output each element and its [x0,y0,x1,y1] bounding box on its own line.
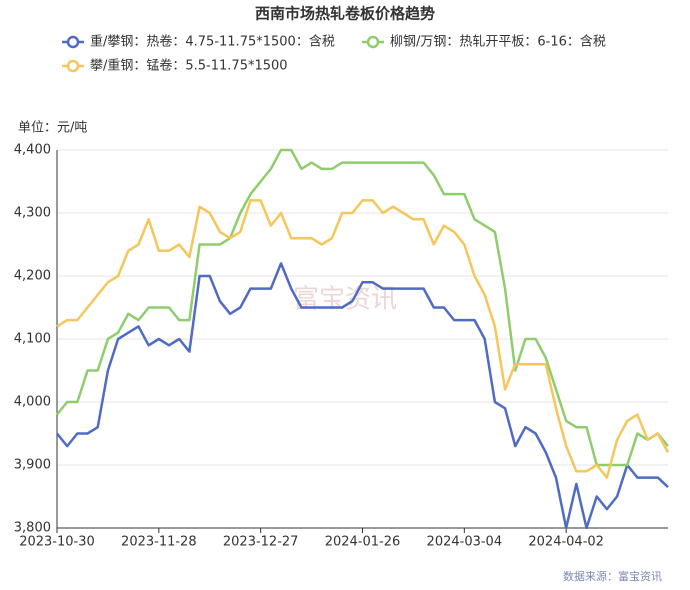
y-tick-label: 3,900 [14,458,51,473]
x-tick-label: 2024-01-26 [325,535,401,550]
x-tick-label: 2023-11-28 [121,535,197,550]
legend-icon [366,35,380,49]
y-tick-label: 4,100 [14,332,51,347]
legend-label: 重/攀钢：热卷：4.75-11.75*1500：含税 [90,34,335,50]
x-tick-label: 2024-04-02 [528,535,604,550]
y-tick-label: 4,400 [14,143,51,158]
legend-icon [66,59,80,73]
y-tick-label: 4,300 [14,206,51,221]
legend-label: 柳钢/万钢：热轧开平板：6-16：含税 [390,34,606,50]
y-tick-label: 4,000 [14,395,51,410]
series-line [56,262,669,530]
y-tick-label: 3,800 [14,521,51,536]
y-unit: 单位：元/吨 [18,121,87,136]
watermark: 富宝资讯 [293,285,397,315]
chart-title: 西南市场热轧卷板价格趋势 [255,5,435,23]
legend-icon [66,35,80,49]
source: 数据来源：富宝资讯 [563,569,662,583]
legend-label: 攀/重钢：锰卷：5.5-11.75*1500 [90,58,288,74]
x-tick-label: 2024-03-04 [427,535,503,550]
x-tick-label: 2023-10-30 [19,535,95,550]
series-line [56,199,670,479]
y-tick-label: 4,200 [14,269,51,284]
series-line [56,148,669,467]
x-tick-label: 2023-12-27 [223,535,299,550]
